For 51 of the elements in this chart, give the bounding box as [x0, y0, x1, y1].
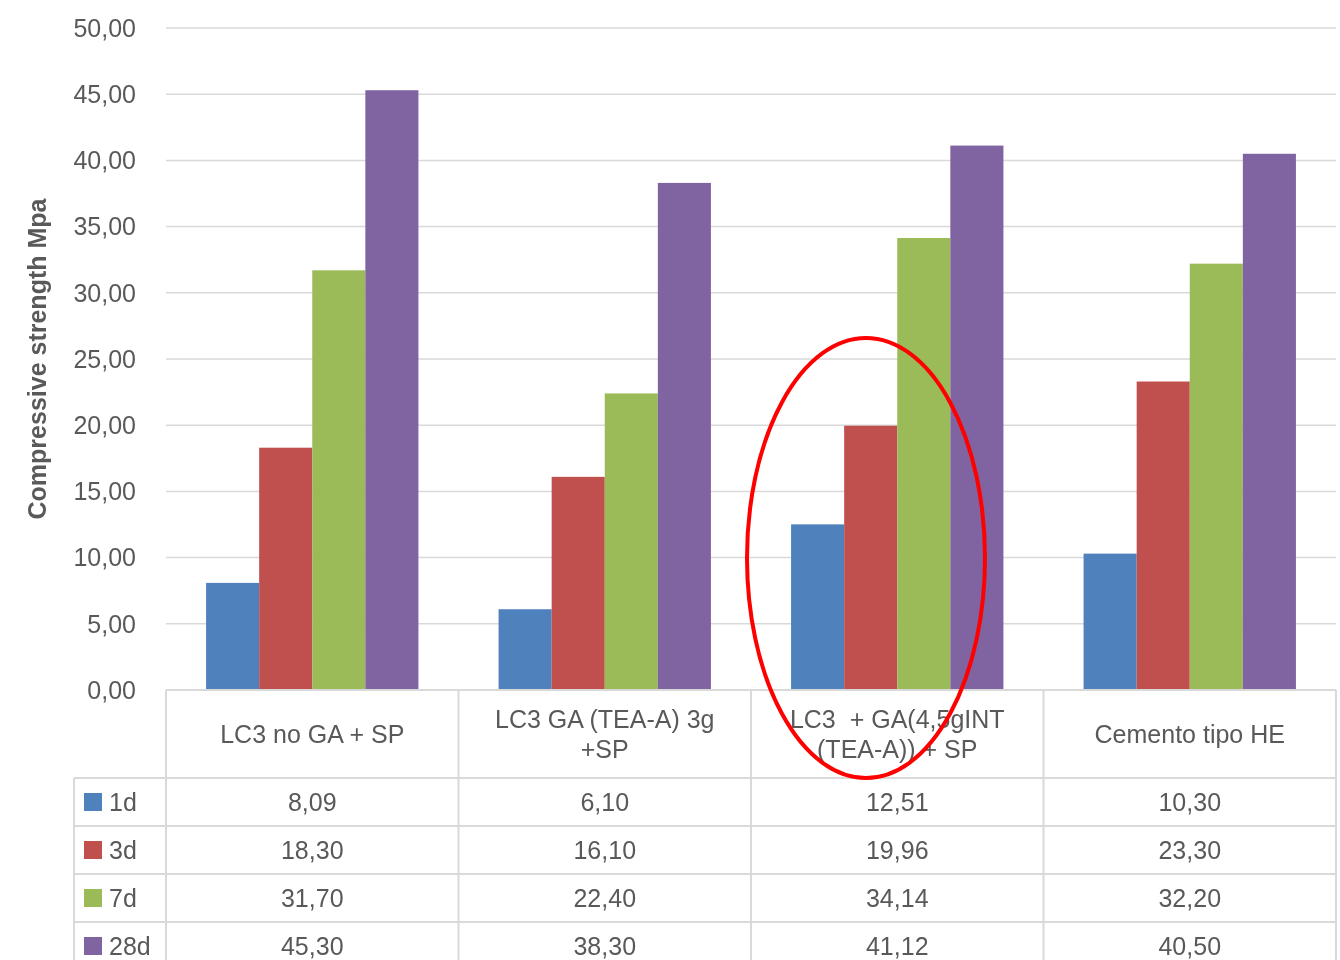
- legend-label: 7d: [109, 883, 137, 912]
- data-label: 8,09: [287, 787, 337, 816]
- legend-label: 3d: [109, 835, 137, 864]
- data-label: 10,30: [1158, 787, 1222, 816]
- y-tick-label: 35,00: [73, 212, 136, 241]
- data-label: 41,12: [865, 931, 929, 960]
- y-axis-title: Compressive strength Mpa: [23, 197, 51, 520]
- bar: [1189, 263, 1243, 690]
- x-tick-label: LC3 GA (TEA-A) 3g +SP: [494, 704, 715, 763]
- data-label: 32,20: [1158, 883, 1222, 912]
- y-tick-label: 25,00: [73, 344, 136, 373]
- bar: [844, 425, 898, 690]
- bar: [791, 524, 845, 690]
- x-tick-label: Cemento tipo HE: [1094, 719, 1285, 748]
- bar: [206, 582, 260, 690]
- y-tick-label: 15,00: [73, 477, 136, 506]
- y-tick-label: 5,00: [87, 609, 136, 638]
- data-label: 16,10: [573, 835, 637, 864]
- bar: [604, 393, 658, 690]
- bar: [1242, 153, 1296, 690]
- bar: [1136, 381, 1190, 690]
- data-label: 23,30: [1158, 835, 1222, 864]
- legend-label: 1d: [109, 787, 137, 816]
- data-label: 22,40: [573, 883, 637, 912]
- data-label: 40,50: [1158, 931, 1222, 960]
- y-tick-label: 10,00: [73, 543, 136, 572]
- bar: [365, 90, 419, 690]
- data-label: 12,51: [865, 787, 929, 816]
- data-label: 45,30: [280, 931, 344, 960]
- data-label: 18,30: [280, 835, 344, 864]
- data-label: 6,10: [580, 787, 630, 816]
- bar: [950, 145, 1004, 690]
- y-tick-label: 0,00: [87, 675, 136, 704]
- x-tick-label: LC3 no GA + SP: [220, 719, 405, 748]
- bar: [259, 447, 313, 690]
- bar: [657, 182, 711, 690]
- bar: [551, 476, 605, 690]
- data-label: 38,30: [573, 931, 637, 960]
- y-tick-label: 45,00: [73, 79, 136, 108]
- data-label: 34,14: [865, 883, 929, 912]
- legend-label: 28d: [109, 931, 151, 960]
- y-tick-label: 20,00: [73, 410, 136, 439]
- bar: [1083, 553, 1137, 690]
- y-tick-label: 30,00: [73, 278, 136, 307]
- y-tick-label: 40,00: [73, 146, 136, 175]
- bar: [498, 609, 552, 690]
- data-label: 19,96: [865, 835, 929, 864]
- bar: [897, 237, 951, 690]
- data-label: 31,70: [280, 883, 344, 912]
- y-tick-label: 50,00: [73, 13, 136, 42]
- bar: [312, 270, 366, 690]
